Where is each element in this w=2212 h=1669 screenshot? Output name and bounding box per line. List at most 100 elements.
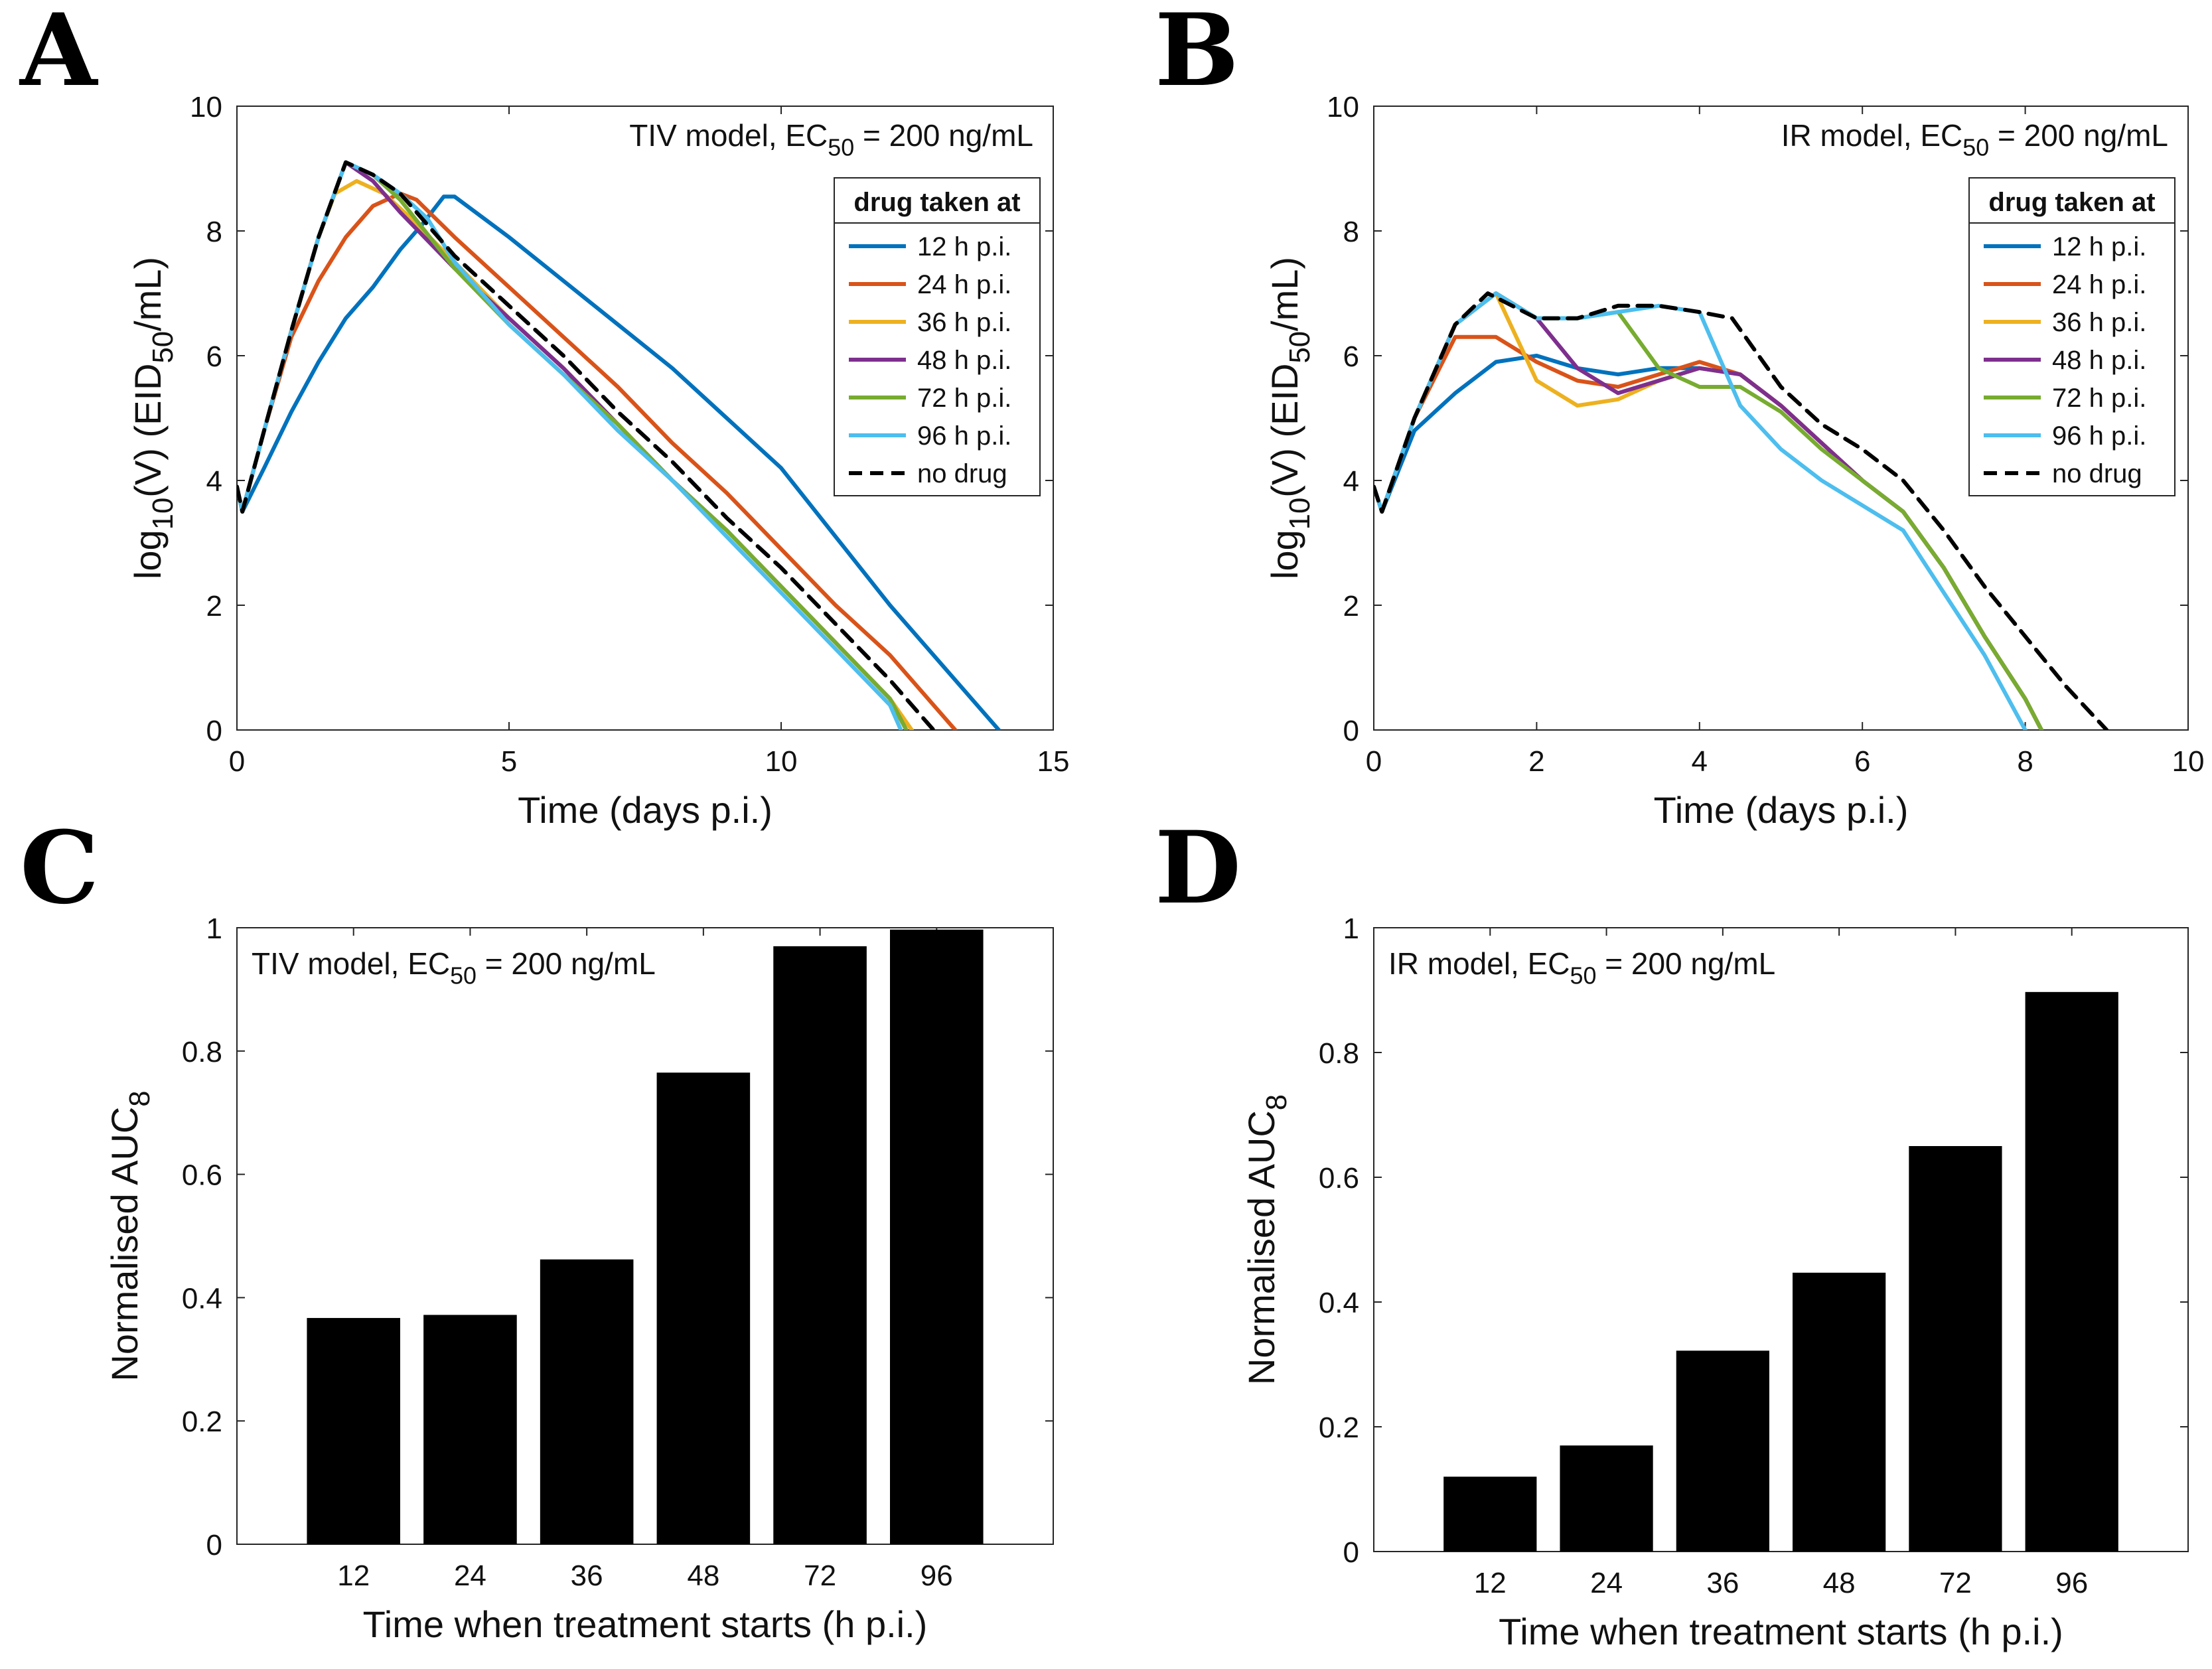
- y-tick-label: 0.2: [1319, 1412, 1359, 1444]
- y-tick-label: 0.2: [182, 1406, 222, 1438]
- legend-entry: 48 h p.i.: [2052, 346, 2146, 375]
- panel-a: A 0 5 10 15 0 2 4 6 8 10 TIV model, EC50 = 200 ng/m…: [19, 0, 1069, 831]
- bar-96h: [890, 929, 984, 1544]
- series-line-72h: [1374, 291, 2044, 730]
- bar-12h: [1443, 1477, 1537, 1552]
- x-tick-label: 24: [454, 1560, 486, 1592]
- bar-36h: [1676, 1350, 1769, 1552]
- x-tick-label: 10: [2172, 745, 2205, 778]
- x-tick-label: 24: [1590, 1567, 1623, 1599]
- x-tick-label: 5: [501, 745, 517, 778]
- legend-box: [834, 177, 1041, 496]
- x-tick-label: 96: [921, 1560, 953, 1592]
- series-line-96h: [237, 160, 903, 730]
- legend-entry: 24 h p.i.: [917, 270, 1011, 299]
- legend-entry: no drug: [2052, 459, 2142, 488]
- x-tick-label: 72: [1939, 1567, 1972, 1599]
- x-tick-label: 0: [229, 745, 245, 778]
- plot-frame: [1373, 106, 2189, 731]
- x-tick-label: 72: [804, 1560, 836, 1592]
- x-axis-label: Time (days p.i.): [518, 789, 773, 831]
- panel-label-a: A: [19, 0, 99, 109]
- legend-title: drug taken at: [1988, 188, 2155, 217]
- y-tick-label: 0: [1343, 715, 1359, 747]
- legend-title: drug taken at: [853, 188, 1020, 217]
- legend-entry: 72 h p.i.: [2052, 384, 2146, 413]
- y-axis-label: Normalised AUC8: [1240, 1094, 1293, 1385]
- bar-72h: [773, 946, 867, 1544]
- x-tick-label: 10: [765, 745, 798, 778]
- y-axis-label: log10(V) (EID50/mL): [127, 257, 179, 579]
- bar-48h: [1793, 1272, 1886, 1552]
- x-tick-label: 8: [2017, 745, 2033, 778]
- legend-box: [1968, 177, 2175, 496]
- panel-label-b: B: [1155, 0, 1239, 109]
- x-axis-label: Time (days p.i.): [1654, 789, 1909, 831]
- legend-entry: 24 h p.i.: [2052, 270, 2146, 299]
- series-line-no-drug: [1374, 291, 2109, 730]
- y-tick-label: 0: [206, 715, 222, 747]
- series-line-no-drug: [237, 160, 936, 730]
- x-axis-label: Time when treatment starts (h p.i.): [363, 1603, 928, 1645]
- panel-c: C 0 0.2 0.4 0.6 0.8 1 12 24 36 48 72 96 TIV model, EC…: [20, 810, 1054, 1645]
- plot-frame: [236, 106, 1054, 731]
- bar-24h: [1560, 1445, 1653, 1552]
- y-tick-label: 6: [1343, 340, 1359, 373]
- legend: drug taken at 12 h p.i. 24 h p.i. 36 h p.i.…: [834, 177, 1041, 496]
- x-tick-label: 6: [1854, 745, 1870, 778]
- y-tick-label: 0.8: [1319, 1037, 1359, 1070]
- legend: drug taken at 12 h p.i. 24 h p.i. 36 h p.i.…: [1968, 177, 2175, 496]
- y-tick-label: 10: [190, 91, 222, 123]
- series-lines: [1374, 291, 2109, 730]
- x-tick-label: 2: [1528, 745, 1544, 778]
- bar-48h: [656, 1072, 751, 1544]
- y-tick-label: 4: [206, 465, 222, 498]
- bar-12h: [307, 1318, 400, 1544]
- chart-title: IR model, EC50 = 200 ng/mL: [1388, 946, 1775, 989]
- series-line-12h: [1374, 354, 2044, 730]
- y-tick-label: 0.6: [182, 1159, 222, 1192]
- series-lines: [237, 160, 1001, 730]
- bar-72h: [1909, 1146, 2002, 1552]
- x-tick-label: 0: [1366, 745, 1382, 778]
- panel-label-c: C: [20, 810, 99, 926]
- series-line-96h: [1374, 291, 2028, 730]
- series-line-36h: [1374, 291, 2044, 730]
- y-axis-label: log10(V) (EID50/mL): [1264, 257, 1316, 579]
- x-tick-label: 15: [1037, 745, 1070, 778]
- x-tick-label: 36: [571, 1560, 603, 1592]
- legend-entry: 36 h p.i.: [2052, 308, 2146, 337]
- y-tick-label: 2: [206, 590, 222, 622]
- legend-entry: 48 h p.i.: [917, 346, 1011, 375]
- bar-24h: [423, 1315, 517, 1544]
- y-tick-label: 8: [1343, 216, 1359, 248]
- legend-entry: 96 h p.i.: [2052, 421, 2146, 451]
- x-tick-label: 36: [1706, 1567, 1739, 1599]
- series-line-48h: [1374, 291, 2044, 730]
- series-line-24h: [1374, 334, 2044, 730]
- chart-title: TIV model, EC50 = 200 ng/mL: [252, 946, 656, 989]
- panel-d: D 0 0.2 0.4 0.6 0.8 1 12 24 36 48 72 96 IR model, EC5…: [1155, 810, 2189, 1652]
- x-tick-label: 96: [2055, 1567, 2088, 1599]
- y-tick-label: 0.6: [1319, 1162, 1359, 1195]
- bar-36h: [540, 1259, 634, 1544]
- y-tick-label: 1: [206, 912, 222, 945]
- y-tick-label: 0: [1343, 1536, 1359, 1569]
- y-tick-label: 6: [206, 340, 222, 373]
- y-axis-label: Normalised AUC8: [104, 1090, 156, 1381]
- legend-entry: 12 h p.i.: [917, 232, 1011, 261]
- y-tick-label: 1: [1343, 912, 1359, 945]
- plot-frame: [236, 927, 1054, 1545]
- y-tick-label: 0.4: [1319, 1287, 1359, 1319]
- series-line-36h: [237, 179, 914, 730]
- x-tick-label: 4: [1692, 745, 1708, 778]
- legend-entry: 96 h p.i.: [917, 421, 1011, 451]
- bar-96h: [2025, 991, 2118, 1552]
- legend-entry: 36 h p.i.: [917, 308, 1011, 337]
- x-tick-label: 12: [1474, 1567, 1507, 1599]
- y-tick-label: 4: [1343, 465, 1359, 498]
- x-tick-label: 48: [1823, 1567, 1856, 1599]
- chart-title: IR model, EC50 = 200 ng/mL: [1781, 118, 2168, 161]
- legend-entry: 12 h p.i.: [2052, 232, 2146, 261]
